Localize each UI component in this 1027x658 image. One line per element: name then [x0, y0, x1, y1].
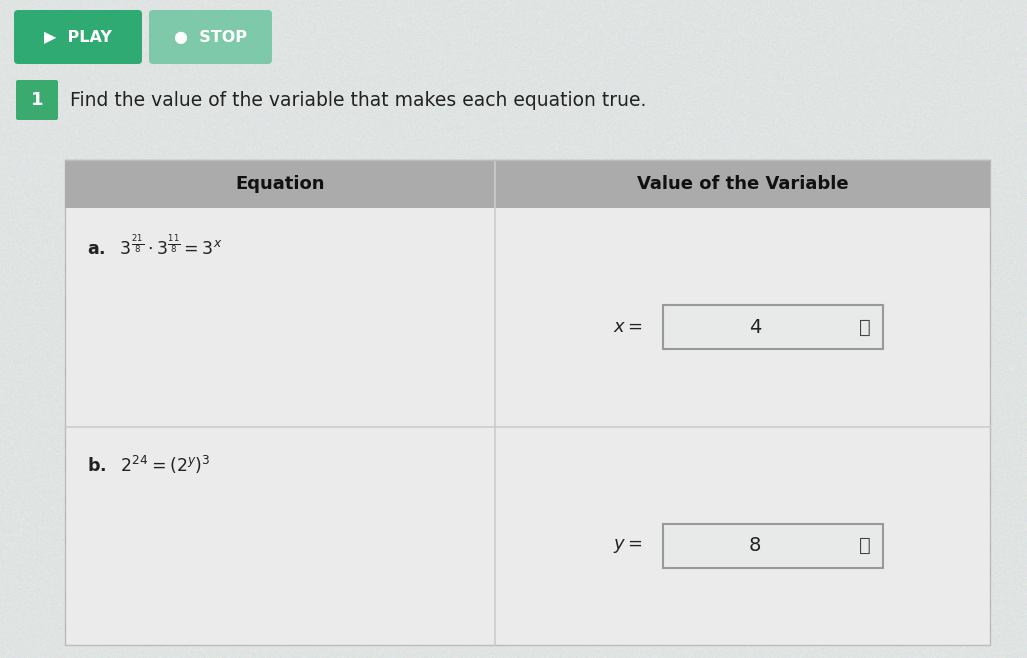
- Text: $x =$: $x =$: [612, 318, 642, 336]
- Text: $\mathbf{a.}\ \ 3^{\frac{21}{8}} \cdot 3^{\frac{11}{8}} = 3^{x}$: $\mathbf{a.}\ \ 3^{\frac{21}{8}} \cdot 3…: [87, 234, 222, 258]
- Text: Value of the Variable: Value of the Variable: [637, 175, 848, 193]
- Text: 🖩: 🖩: [859, 536, 871, 555]
- Bar: [662, 305, 882, 349]
- Text: ●  STOP: ● STOP: [174, 30, 248, 45]
- Text: $y =$: $y =$: [612, 537, 642, 555]
- FancyBboxPatch shape: [14, 10, 142, 64]
- Text: 4: 4: [749, 318, 761, 337]
- FancyBboxPatch shape: [16, 80, 58, 120]
- Text: 1: 1: [31, 91, 43, 109]
- Bar: [65, 160, 990, 645]
- Text: 8: 8: [749, 536, 761, 555]
- Text: Find the value of the variable that makes each equation true.: Find the value of the variable that make…: [70, 91, 646, 109]
- FancyBboxPatch shape: [149, 10, 272, 64]
- Text: $\mathbf{b.}\ \ 2^{24} = (2^{y})^{3}$: $\mathbf{b.}\ \ 2^{24} = (2^{y})^{3}$: [87, 453, 211, 476]
- Text: 🖩: 🖩: [859, 318, 871, 337]
- Bar: [662, 524, 882, 568]
- Bar: [65, 160, 990, 208]
- Text: ▶  PLAY: ▶ PLAY: [44, 30, 112, 45]
- Text: Equation: Equation: [235, 175, 325, 193]
